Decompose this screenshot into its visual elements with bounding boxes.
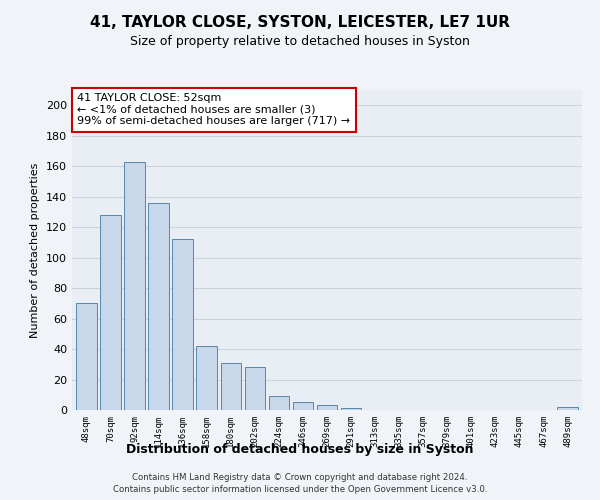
Text: Contains public sector information licensed under the Open Government Licence v3: Contains public sector information licen…	[113, 486, 487, 494]
Bar	[269, 396, 289, 410]
Bar	[245, 368, 265, 410]
Bar	[341, 408, 361, 410]
Bar	[76, 304, 97, 410]
Bar	[172, 240, 193, 410]
Text: Contains HM Land Registry data © Crown copyright and database right 2024.: Contains HM Land Registry data © Crown c…	[132, 473, 468, 482]
Bar	[124, 162, 145, 410]
Bar	[557, 407, 578, 410]
Bar	[293, 402, 313, 410]
Bar	[196, 346, 217, 410]
Bar	[317, 406, 337, 410]
Text: Distribution of detached houses by size in Syston: Distribution of detached houses by size …	[126, 444, 474, 456]
Bar	[148, 203, 169, 410]
Text: 41, TAYLOR CLOSE, SYSTON, LEICESTER, LE7 1UR: 41, TAYLOR CLOSE, SYSTON, LEICESTER, LE7…	[90, 15, 510, 30]
Bar	[100, 215, 121, 410]
Text: Size of property relative to detached houses in Syston: Size of property relative to detached ho…	[130, 35, 470, 48]
Y-axis label: Number of detached properties: Number of detached properties	[31, 162, 40, 338]
Bar	[221, 363, 241, 410]
Text: 41 TAYLOR CLOSE: 52sqm
← <1% of detached houses are smaller (3)
99% of semi-deta: 41 TAYLOR CLOSE: 52sqm ← <1% of detached…	[77, 93, 350, 126]
